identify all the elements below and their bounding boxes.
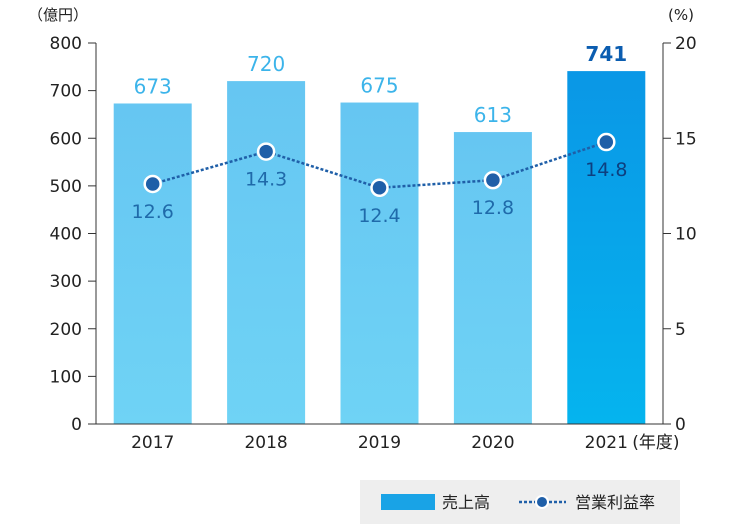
- right-tick-label: 0: [675, 415, 686, 435]
- legend-bar-label: 売上高: [442, 493, 490, 512]
- left-tick-label: 200: [50, 320, 82, 340]
- line-value-labels: 12.6 14.3 12.4 12.8 14.8: [132, 159, 628, 227]
- right-axis-ticks: 0 5 10 15 20: [663, 34, 697, 435]
- right-axis-unit: (%): [668, 6, 694, 24]
- bar-value-label: 675: [360, 74, 398, 98]
- line-point: [483, 170, 503, 190]
- bar-value-label: 720: [247, 52, 285, 76]
- bar: [340, 102, 419, 424]
- legend: 売上高 営業利益率: [360, 480, 680, 524]
- x-tick-label: 2018: [244, 433, 287, 453]
- bar: [113, 103, 192, 424]
- right-tick-label: 5: [675, 320, 686, 340]
- bar-value-label: 613: [474, 103, 512, 127]
- left-tick-label: 100: [50, 367, 82, 387]
- line-value-label: 14.8: [585, 159, 627, 181]
- line-value-label: 12.4: [358, 205, 400, 227]
- legend-bar-swatch: [381, 494, 435, 510]
- legend-line-marker: [535, 495, 549, 509]
- bar: [567, 71, 646, 424]
- left-tick-label: 600: [50, 129, 82, 149]
- left-tick-label: 300: [50, 272, 82, 292]
- right-tick-label: 15: [675, 129, 697, 149]
- x-tick-label: 2021: [585, 433, 628, 453]
- left-tick-label: 400: [50, 225, 82, 245]
- line-value-label: 12.6: [132, 201, 174, 223]
- bar: [227, 81, 306, 424]
- line-series: [143, 132, 616, 198]
- left-axis-unit: （億円）: [28, 6, 88, 24]
- line-value-label: 14.3: [245, 169, 287, 191]
- right-tick-label: 20: [675, 34, 697, 54]
- legend-line-label: 営業利益率: [575, 493, 655, 512]
- line-point: [370, 178, 389, 198]
- line-point: [597, 132, 616, 152]
- right-tick-label: 10: [675, 225, 697, 245]
- line-point: [143, 174, 162, 194]
- x-tick-label: 2017: [131, 433, 174, 453]
- axes: [95, 43, 664, 425]
- left-tick-label: 700: [50, 82, 82, 102]
- x-axis-unit: (年度): [632, 433, 679, 453]
- x-axis-ticks: 2017 2018 2019 2020 2021: [131, 433, 628, 453]
- bar-series: [113, 71, 646, 424]
- left-tick-label: 500: [50, 177, 82, 197]
- line-value-label: 12.8: [472, 197, 514, 219]
- bar-value-labels: 673 720 675 613 741: [134, 42, 628, 127]
- bar-value-label: 741: [585, 42, 627, 66]
- left-axis-ticks: 0 100 200 300 400 500 600 700 800: [50, 34, 96, 435]
- x-tick-label: 2019: [358, 433, 401, 453]
- left-tick-label: 800: [50, 34, 82, 54]
- bar-value-label: 673: [134, 74, 172, 98]
- line-point: [256, 142, 276, 161]
- left-tick-label: 0: [71, 415, 82, 435]
- x-tick-label: 2020: [471, 433, 514, 453]
